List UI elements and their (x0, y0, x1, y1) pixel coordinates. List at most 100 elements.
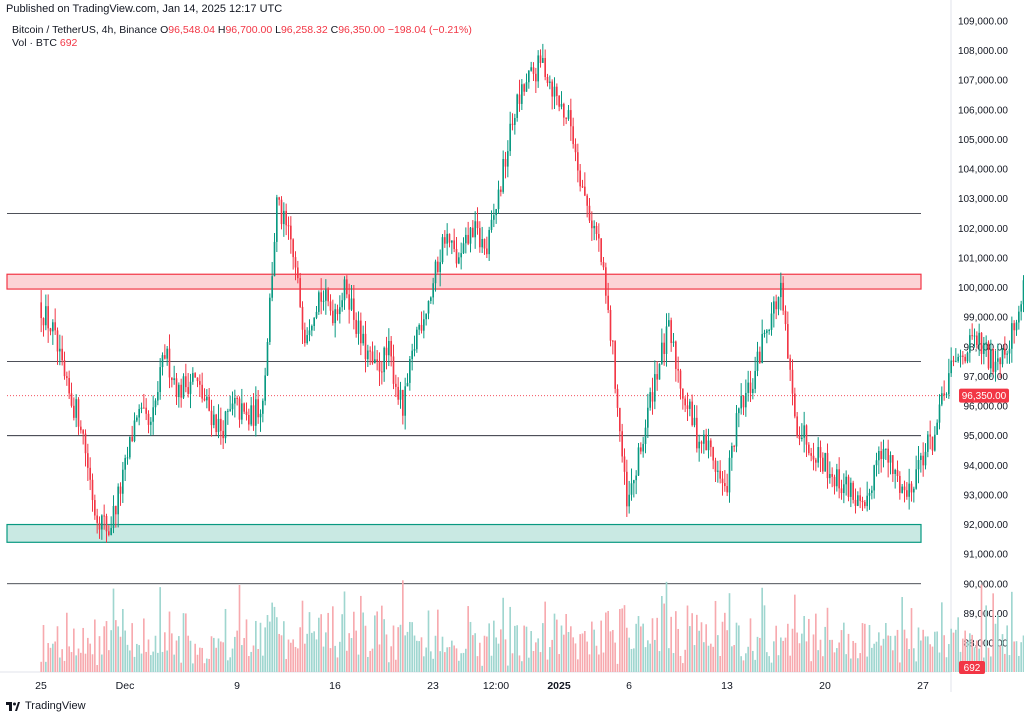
candle-body[interactable] (693, 417, 696, 426)
candle-body[interactable] (395, 383, 397, 387)
candle-body[interactable] (581, 186, 584, 188)
candle-body[interactable] (987, 342, 990, 369)
candle-body[interactable] (698, 441, 700, 449)
candle-body[interactable] (941, 393, 943, 405)
candle-body[interactable] (357, 320, 360, 334)
candle-body[interactable] (126, 457, 129, 459)
candle-body[interactable] (490, 219, 493, 230)
candle-body[interactable] (339, 307, 341, 315)
candle-body[interactable] (672, 341, 675, 343)
candle-body[interactable] (453, 240, 455, 250)
candle-body[interactable] (873, 465, 875, 491)
candle-body[interactable] (875, 460, 878, 466)
candle-body[interactable] (42, 318, 45, 326)
candle-body[interactable] (740, 395, 742, 409)
candle-body[interactable] (670, 320, 672, 343)
candle-body[interactable] (458, 257, 460, 264)
candle-body[interactable] (315, 311, 318, 318)
candle-body[interactable] (831, 474, 833, 477)
candle-body[interactable] (259, 413, 262, 418)
candle-body[interactable] (754, 370, 756, 389)
candle-body[interactable] (91, 479, 94, 501)
candle-body[interactable] (460, 253, 462, 258)
candle-body[interactable] (420, 324, 423, 331)
candle-body[interactable] (843, 484, 845, 494)
candle-body[interactable] (588, 205, 591, 221)
candle-body[interactable] (649, 392, 651, 408)
candle-body[interactable] (955, 361, 957, 363)
candle-body[interactable] (950, 360, 952, 374)
candle-body[interactable] (220, 418, 222, 431)
candle-body[interactable] (173, 378, 175, 381)
candle-body[interactable] (427, 300, 430, 314)
candle-body[interactable] (313, 317, 315, 327)
candle-body[interactable] (369, 350, 371, 352)
candle-body[interactable] (500, 189, 502, 192)
candle-body[interactable] (509, 123, 511, 152)
candle-body[interactable] (227, 410, 229, 412)
candle-body[interactable] (416, 329, 418, 350)
candle-body[interactable] (738, 408, 740, 414)
candle-body[interactable] (999, 358, 1001, 365)
candle-body[interactable] (535, 73, 537, 82)
candle-body[interactable] (630, 483, 633, 495)
candle-body[interactable] (1001, 348, 1004, 365)
candle-body[interactable] (292, 239, 294, 258)
candle-body[interactable] (82, 430, 84, 434)
candle-body[interactable] (462, 243, 465, 254)
candle-body[interactable] (719, 470, 721, 479)
candle-body[interactable] (75, 399, 77, 418)
candle-body[interactable] (745, 392, 747, 408)
candle-body[interactable] (712, 447, 714, 461)
candle-body[interactable] (488, 229, 490, 255)
candle-body[interactable] (637, 447, 640, 476)
candle-body[interactable] (320, 292, 322, 302)
candle-body[interactable] (819, 447, 822, 458)
candle-body[interactable] (325, 289, 327, 301)
candle-body[interactable] (451, 240, 453, 243)
candle-body[interactable] (404, 386, 406, 416)
candle-body[interactable] (936, 422, 938, 435)
candle-body[interactable] (915, 469, 917, 489)
candle-body[interactable] (294, 257, 297, 268)
candle-body[interactable] (388, 340, 390, 356)
candle-body[interactable] (812, 455, 815, 460)
candle-body[interactable] (577, 152, 579, 171)
candle-body[interactable] (549, 81, 551, 83)
candle-body[interactable] (959, 355, 962, 357)
candle-body[interactable] (623, 456, 626, 472)
candle-body[interactable] (446, 233, 448, 244)
candle-body[interactable] (619, 407, 621, 432)
candle-body[interactable] (878, 451, 880, 461)
candle-body[interactable] (362, 333, 364, 344)
candle-body[interactable] (654, 374, 656, 402)
candle-body[interactable] (376, 359, 378, 362)
candle-body[interactable] (278, 197, 280, 200)
candle-body[interactable] (931, 436, 934, 451)
candle-body[interactable] (544, 58, 546, 77)
candle-body[interactable] (924, 451, 927, 466)
candle-body[interactable] (385, 347, 388, 356)
candle-body[interactable] (224, 411, 227, 439)
candle-body[interactable] (976, 335, 978, 346)
candle-body[interactable] (710, 440, 712, 448)
candle-body[interactable] (770, 313, 773, 330)
candle-body[interactable] (644, 427, 647, 444)
candle-body[interactable] (119, 486, 122, 494)
candle-body[interactable] (341, 300, 343, 308)
candle-body[interactable] (409, 359, 411, 383)
candle-body[interactable] (334, 309, 336, 324)
candle-body[interactable] (642, 443, 644, 452)
candle-body[interactable] (969, 335, 971, 353)
candle-body[interactable] (885, 448, 887, 450)
candle-body[interactable] (495, 209, 497, 216)
candle-body[interactable] (306, 335, 308, 344)
candle-body[interactable] (845, 476, 847, 485)
candle-body[interactable] (773, 301, 775, 314)
candle-body[interactable] (108, 531, 110, 535)
candle-body[interactable] (511, 123, 514, 125)
candle-body[interactable] (579, 170, 581, 187)
candle-body[interactable] (775, 301, 777, 310)
candle-body[interactable] (255, 399, 257, 426)
candle-body[interactable] (971, 335, 973, 337)
